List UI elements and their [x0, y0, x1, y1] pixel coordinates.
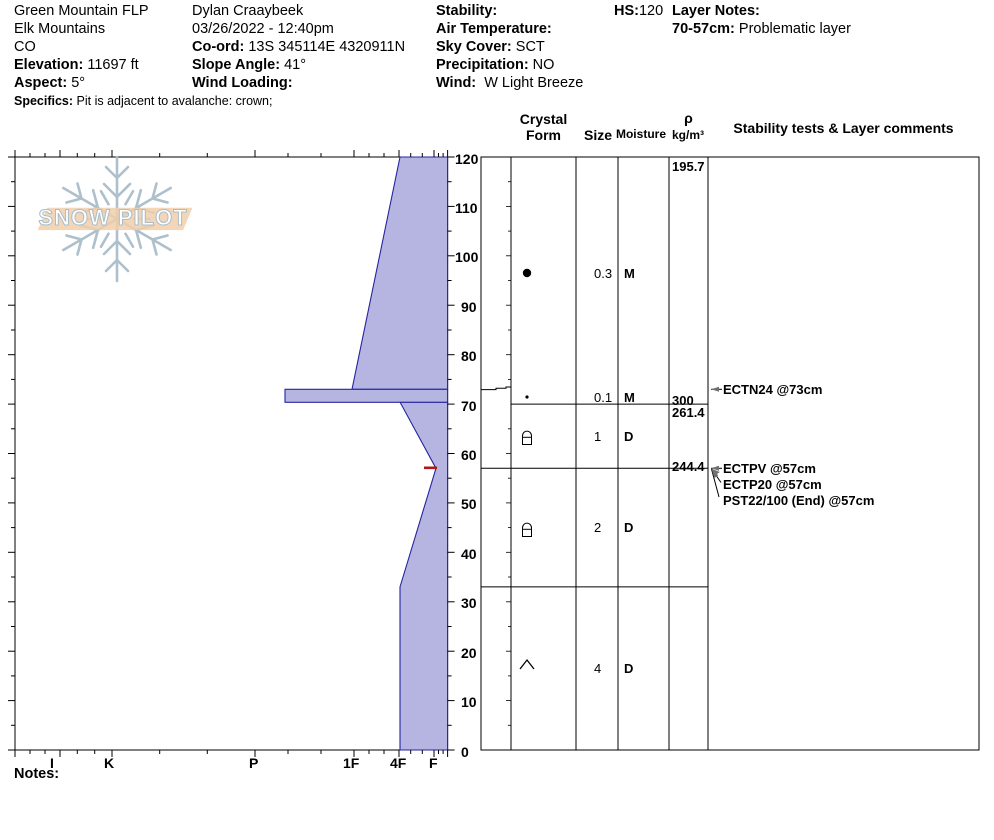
svg-text:SNOW PILOT: SNOW PILOT: [38, 205, 187, 230]
